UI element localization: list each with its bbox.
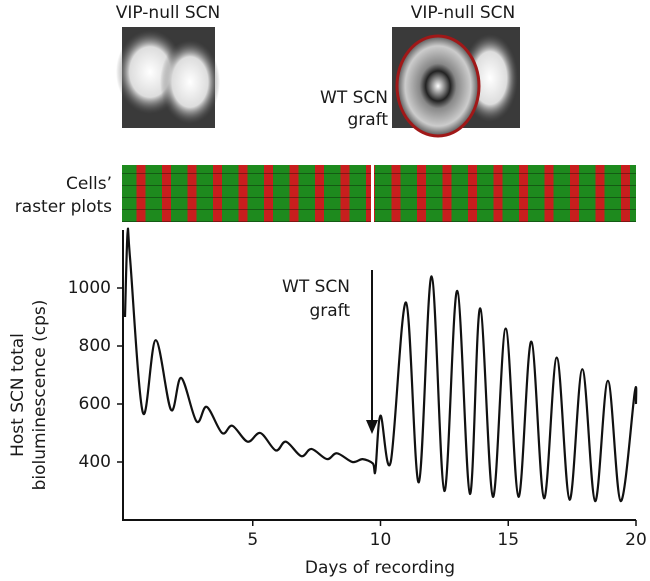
y-tick-label: 800: [79, 336, 111, 356]
x-tick-label: 10: [370, 530, 392, 550]
y-label: Host SCN total: [8, 333, 28, 457]
x-tick-label: 5: [247, 530, 258, 550]
x-tick-label: 20: [625, 530, 647, 550]
y-tick-label: 400: [79, 452, 111, 472]
arrow-head: [366, 420, 378, 434]
x-label: Days of recording: [305, 558, 455, 578]
graft-label: graft: [347, 110, 388, 130]
raster-label: Cells’: [66, 174, 112, 194]
annotation: graft: [309, 301, 350, 321]
x-tick-label: 15: [497, 530, 519, 550]
raster-label: raster plots: [15, 197, 112, 217]
raster-plot: [122, 165, 371, 222]
y-label: bioluminescence (cps): [30, 300, 50, 491]
image-label: VIP-null SCN: [116, 3, 220, 23]
blob: [160, 40, 220, 124]
raster-plot: [374, 165, 636, 222]
image-label: VIP-null SCN: [411, 3, 515, 23]
annotation: WT SCN: [282, 277, 350, 297]
y-tick-label: 600: [79, 394, 111, 414]
y-tick-label: 1000: [68, 278, 111, 298]
graft-outline: [395, 34, 481, 138]
data-line: [123, 227, 638, 503]
graft-label: WT SCN: [320, 88, 388, 108]
